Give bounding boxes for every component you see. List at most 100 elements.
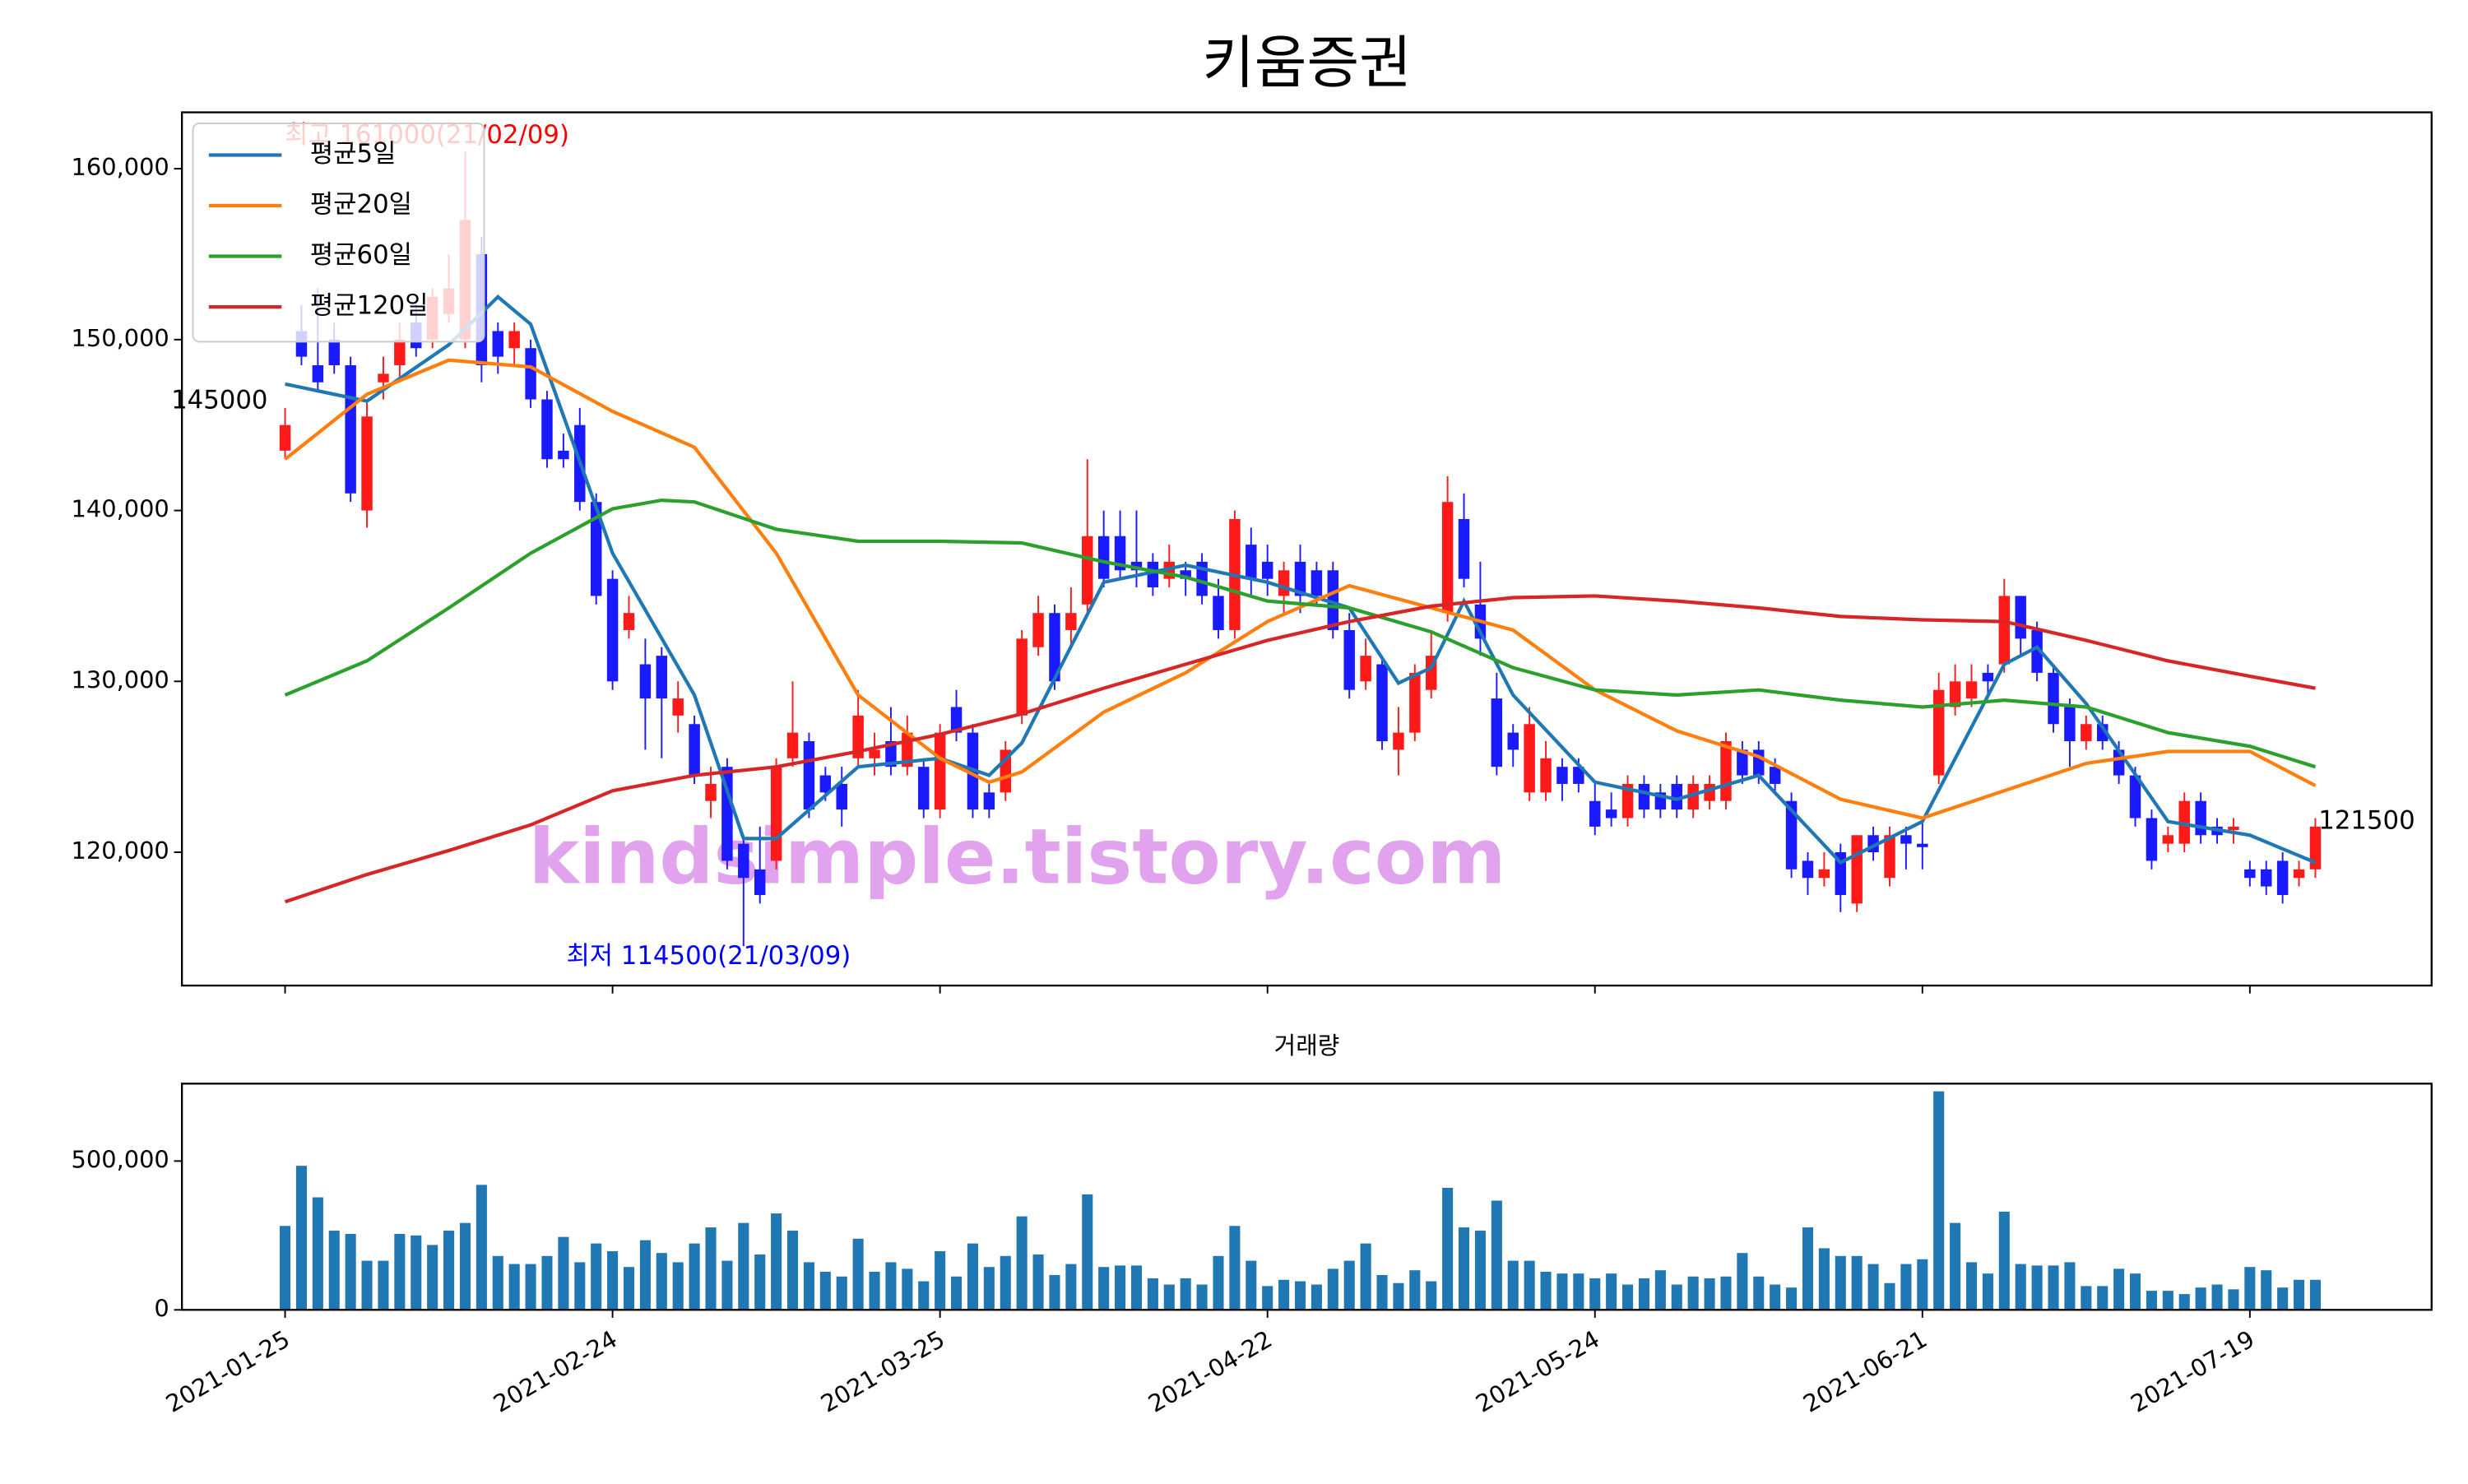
candle-body	[2129, 775, 2141, 819]
volume-bar	[1786, 1287, 1798, 1310]
candle-body	[1524, 724, 1535, 793]
candle-body	[672, 698, 684, 716]
first-close-label: 145000	[171, 385, 267, 415]
volume-bar	[803, 1262, 814, 1310]
volume-bar	[1032, 1254, 1044, 1310]
candle-body	[2309, 826, 2322, 870]
volume-bar	[1867, 1264, 1879, 1310]
volume-bar	[1163, 1284, 1175, 1310]
y-tick-label: 140,000	[72, 495, 169, 523]
volume-bar	[1426, 1281, 1437, 1310]
volume-bar	[738, 1222, 749, 1310]
volume-bar	[1082, 1194, 1093, 1310]
volume-bar	[2113, 1268, 2125, 1310]
volume-bar	[1229, 1226, 1241, 1310]
candle-body	[1082, 536, 1093, 605]
volume-bar	[525, 1264, 536, 1310]
volume-bar	[1965, 1262, 1978, 1310]
volume-bar	[1671, 1284, 1682, 1310]
candle-body	[1491, 698, 1503, 768]
volume-bar	[1327, 1268, 1338, 1310]
volume-bar	[1540, 1271, 1552, 1310]
volume-bar	[623, 1267, 635, 1310]
candle-body	[1851, 835, 1863, 904]
candle-body	[2261, 869, 2272, 887]
legend-label: 평균20일	[310, 190, 412, 220]
volume-bar	[1474, 1231, 1486, 1310]
volume-bar	[2031, 1265, 2043, 1310]
candle-body	[394, 339, 406, 365]
volume-bar	[476, 1185, 487, 1310]
legend-box	[192, 123, 485, 343]
candle-body	[1720, 741, 1732, 801]
y-tick-label: 120,000	[72, 837, 169, 865]
volume-bar	[459, 1222, 471, 1310]
last-close-label: 121500	[2318, 806, 2415, 836]
volume-bar	[1917, 1259, 1928, 1310]
volume-bar	[2081, 1286, 2092, 1310]
volume-bar	[2277, 1287, 2289, 1310]
volume-bar	[983, 1267, 995, 1310]
volume-bar	[1294, 1281, 1306, 1310]
volume-bar	[935, 1251, 946, 1310]
volume-bar	[836, 1276, 847, 1310]
candle-body	[836, 783, 847, 810]
volume-bar	[2015, 1264, 2026, 1310]
y-tick-label: 500,000	[72, 1145, 169, 1173]
volume-bar	[394, 1234, 406, 1310]
plot-area: kindsimple.tistory.com	[279, 151, 2322, 947]
candle-body	[378, 373, 389, 383]
candle-body	[1458, 518, 1470, 579]
candle-body	[1540, 758, 1552, 793]
candle-body	[1246, 545, 1257, 579]
candle-body	[2293, 869, 2305, 879]
volume-bar	[1573, 1273, 1584, 1310]
candle-body	[2162, 835, 2174, 844]
candle-body	[1737, 749, 1748, 776]
volume-bar	[345, 1234, 356, 1310]
volume-bar	[1311, 1284, 1322, 1310]
candle-body	[312, 364, 324, 383]
candle-body	[2015, 596, 2026, 639]
volume-bar	[1393, 1282, 1404, 1310]
volume-bar	[1998, 1211, 2010, 1310]
volume-bar	[786, 1231, 799, 1310]
candle-body	[1932, 689, 1945, 776]
annotation: 최저 114500(21/03/09)	[566, 941, 851, 971]
volume-bar	[2261, 1270, 2272, 1310]
candle-body	[328, 339, 340, 365]
volume-bar	[1442, 1187, 1454, 1310]
candle-body	[1376, 664, 1388, 742]
candle-body	[1311, 570, 1323, 596]
candle-body	[869, 749, 880, 758]
volume-title: 거래량	[1274, 1032, 1340, 1060]
candle-body	[721, 767, 733, 861]
volume-bar	[852, 1238, 864, 1310]
candle-body	[1507, 732, 1519, 750]
volume-bar	[1606, 1273, 1617, 1310]
volume-bar	[1278, 1279, 1290, 1310]
volume-bar	[1556, 1273, 1568, 1310]
volume-bar	[1196, 1284, 1208, 1310]
candle-body	[1785, 800, 1798, 870]
volume-bar	[1049, 1274, 1060, 1310]
volume-bar	[443, 1231, 455, 1310]
volume-bar	[1884, 1282, 1895, 1310]
volume-bar	[1098, 1267, 1110, 1310]
candle-body	[1343, 629, 1355, 690]
candle-body	[885, 741, 897, 768]
volume-bar	[902, 1268, 913, 1310]
candle-body	[1409, 672, 1421, 733]
volume-bar	[591, 1243, 602, 1310]
candle-body	[1360, 656, 1371, 682]
candle-body	[345, 364, 356, 494]
candle-body	[1949, 681, 1961, 707]
candle-body	[606, 578, 619, 682]
volume-bar	[2309, 1279, 2321, 1310]
candle-body	[754, 869, 766, 895]
volume-bar	[378, 1260, 389, 1310]
candle-body	[1605, 809, 1617, 819]
volume-bar	[1343, 1260, 1355, 1310]
